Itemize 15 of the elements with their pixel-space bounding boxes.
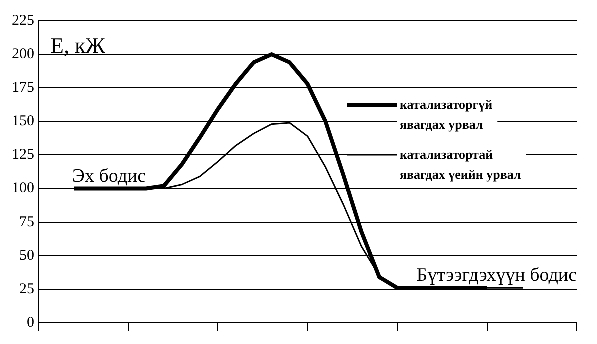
legend-label: катализаторгүй явагдах урвал — [400, 97, 494, 132]
y-tick-label: 0 — [27, 314, 34, 331]
legend-label: катализатортай явагдах үеийн урвал — [400, 147, 522, 182]
y-tick-label: 25 — [20, 281, 34, 298]
y-tick-label: 225 — [12, 12, 34, 29]
y-tick-label: 200 — [12, 46, 34, 62]
y-tick-label: 75 — [20, 214, 34, 230]
y-tick-label: 50 — [20, 248, 34, 264]
y-tick-label: 150 — [12, 114, 34, 130]
annotation: Эх бодис — [72, 166, 146, 187]
annotation: Бүтээгдэхүүн бодис — [416, 265, 577, 286]
y-tick-label: 100 — [12, 180, 34, 197]
y-axis-title: E, кЖ — [50, 33, 106, 58]
y-tick-label: 175 — [12, 80, 34, 96]
y-tick-label: 125 — [12, 147, 34, 164]
